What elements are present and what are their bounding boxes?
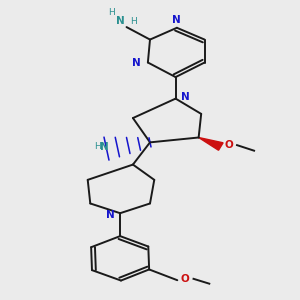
Text: N: N bbox=[106, 210, 114, 220]
Text: N: N bbox=[100, 142, 109, 152]
Text: H: H bbox=[94, 142, 100, 151]
Text: N: N bbox=[116, 16, 124, 26]
Text: O: O bbox=[181, 274, 190, 284]
Text: H: H bbox=[108, 8, 115, 17]
Text: N: N bbox=[181, 92, 189, 102]
Text: H: H bbox=[130, 17, 137, 26]
Text: O: O bbox=[224, 140, 233, 150]
Text: N: N bbox=[132, 58, 141, 68]
Polygon shape bbox=[199, 137, 223, 150]
Text: N: N bbox=[172, 15, 181, 25]
